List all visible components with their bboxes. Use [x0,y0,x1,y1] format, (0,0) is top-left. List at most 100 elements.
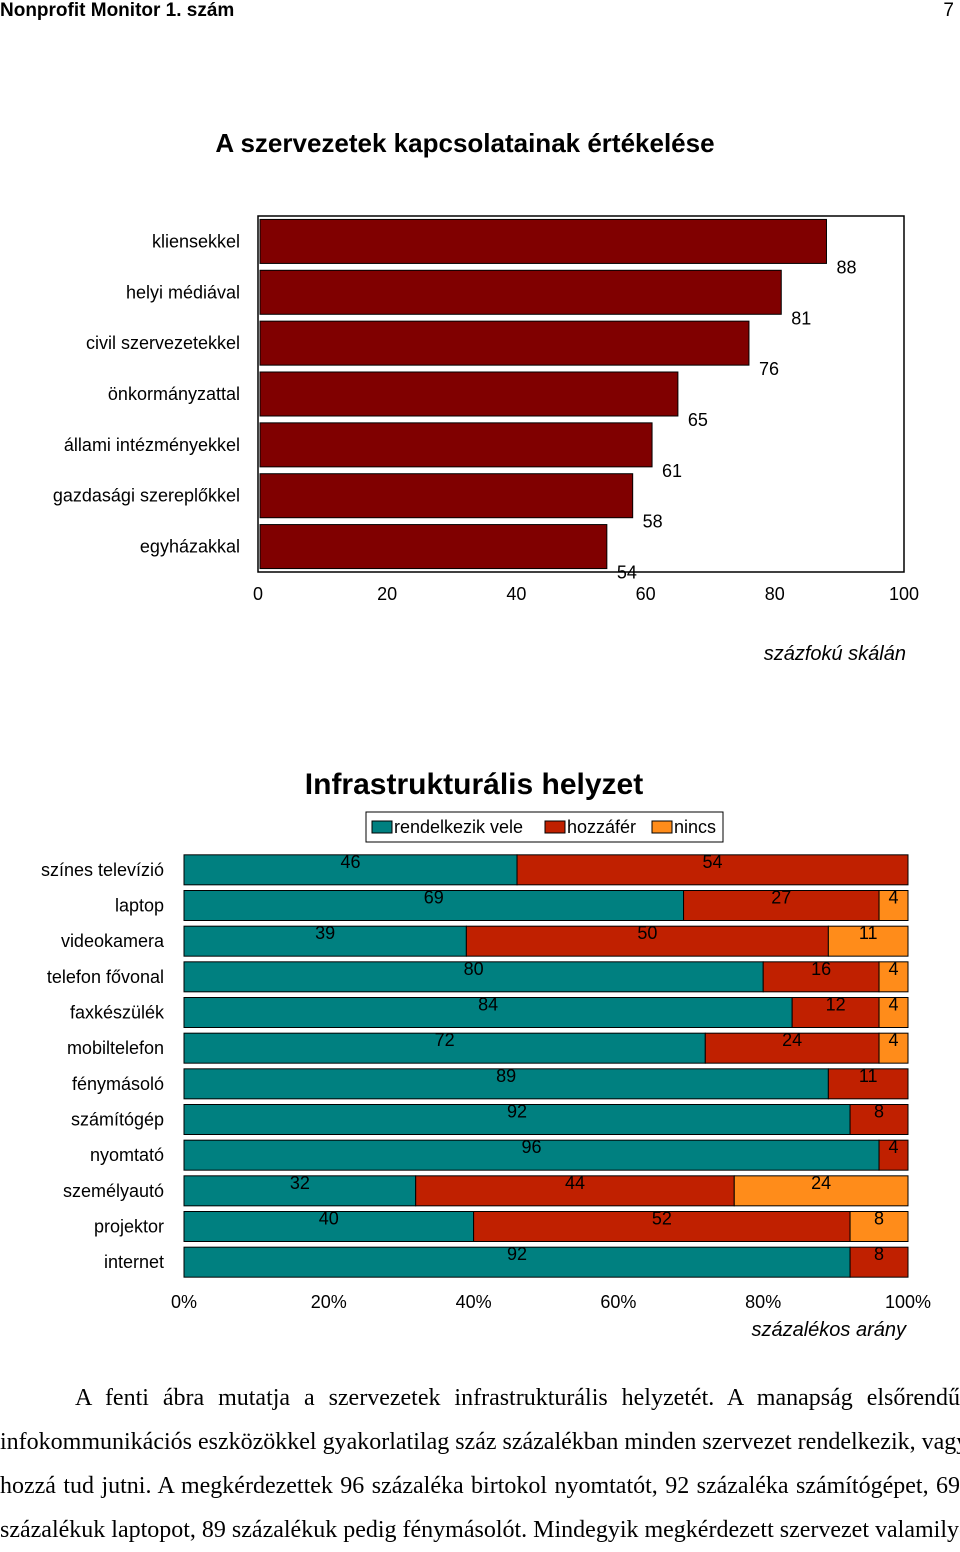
paragraph-line-1: A fenti ábra mutatja a szervezetek infra… [75,1385,960,1411]
chart2-data-label: 11 [859,923,878,943]
page-number: 7 [943,0,954,21]
chart2-data-label: 69 [424,888,444,908]
chart1-bar [259,473,634,519]
chart1-tick-label: 40 [506,584,526,604]
chart2-data-label: 72 [435,1030,455,1050]
paragraph-line-3: hozzá tud jutni. A megkérdezettek 96 szá… [0,1473,960,1499]
paragraph-line-2: infokommunikációs eszközökkel gyakorlati… [0,1429,960,1455]
chart1-bar [259,371,679,417]
chart1-bar [259,422,653,468]
chart1-bar [259,218,827,264]
chart2-category-label: számítógép [71,1110,164,1130]
chart2-data-label: 8 [874,1102,884,1122]
chart1-category-label: kliensekkel [152,231,240,251]
paragraph-line-4: százalékuk laptopot, 89 százalékuk pedig… [0,1517,960,1543]
chart2-bar-segment [183,890,685,921]
chart2-category-label: telefon fővonal [47,967,164,987]
chart2-data-label: 8 [874,1244,884,1264]
chart2-category-label: színes televízió [41,860,164,880]
chart1-data-label: 61 [662,461,682,481]
chart1-category-label: gazdasági szereplőkkel [53,486,240,506]
chart1-tick-label: 60 [636,584,656,604]
chart2-bar-segment [849,1104,909,1135]
chart2-tick-label: 80% [745,1292,781,1312]
body-paragraph: A fenti ábra mutatja a szervezetek infra… [0,1376,960,1552]
chart2-bar-segment [878,890,909,921]
chart2-category-label: nyomtató [90,1145,164,1165]
chart2-data-label: 46 [341,852,361,872]
chart1-tick-label: 100 [889,584,919,604]
chart1-category-label: állami intézményekkel [64,435,240,455]
chart2-bar-segment [183,1104,851,1135]
chart1-category-label: önkormányzattal [108,384,240,404]
chart2-category-label: faxkészülék [70,1003,165,1023]
chart1-bar [259,320,750,366]
chart2-data-label: 32 [290,1173,310,1193]
chart2-data-label: 84 [478,995,498,1015]
chart1-bar [259,524,608,570]
chart2-data-label: 4 [889,1030,899,1050]
chart2-bar-segment [183,925,467,957]
chart2-axis-label: százalékos arány [751,1319,907,1341]
chart2-data-label: 80 [464,959,484,979]
chart2-bar-segment [704,1032,880,1064]
chart2-bar-segment [827,1068,909,1100]
chart2-bar-segment [183,1246,851,1278]
chart2-data-label: 4 [889,959,899,979]
chart2-bar-segment [878,961,909,993]
chart2-bar-segment [683,890,880,921]
chart2-data-label: 8 [874,1209,884,1229]
chart2-data-label: 4 [889,1137,899,1157]
chart1-tick-label: 0 [253,584,263,604]
chart2-legend-swatch [371,820,393,834]
chart2-bar-segment [183,854,518,886]
chart1-category-label: civil szervezetekkel [86,333,240,353]
chart2-bar-segment [878,997,909,1028]
chart2-category-label: személyautó [63,1181,164,1201]
chart2-data-label: 89 [496,1066,516,1086]
chart2-bar-segment [827,925,909,957]
chart1-data-label: 88 [836,257,856,277]
chart2-legend-swatch [651,820,673,834]
chart2-data-label: 24 [782,1030,802,1050]
chart2-bar-segment [733,1175,909,1207]
chart2-legend-label: hozzáfér [567,817,636,837]
chart2-title: Infrastrukturális helyzet [305,768,643,801]
chart1-data-label: 54 [617,563,637,583]
chart2-bar-segment [762,961,880,993]
chart2-data-label: 4 [889,995,899,1015]
chart2-category-label: projektor [94,1217,164,1237]
chart2-bar-segment [878,1139,909,1171]
chart2-tick-label: 0% [171,1292,197,1312]
relations-bar-chart: kliensekkel 88 helyi médiával 81 civil szerv… [53,215,919,665]
chart2-bar-segment [183,961,764,993]
chart2-tick-label: 40% [456,1292,492,1312]
chart2-bar-segment [849,1211,909,1242]
chart1-data-label: 65 [688,410,708,430]
infrastructure-stacked-chart: Infrastrukturális helyzet rendelkezik vel… [41,768,931,1341]
chart2-data-label: 24 [811,1173,831,1193]
chart2-tick-label: 100% [885,1292,931,1312]
chart1-data-label: 58 [643,512,663,532]
chart2-bar-segment [849,1246,909,1278]
chart1-category-label: helyi médiával [126,282,240,302]
chart1-data-label: 81 [791,308,811,328]
chart1-category-label: egyházakkal [140,537,240,557]
chart2-bar-segment [183,1068,829,1100]
chart2-category-label: videokamera [61,931,165,951]
chart2-data-label: 16 [811,959,831,979]
chart2-category-label: internet [104,1252,164,1272]
chart2-data-label: 11 [859,1066,878,1086]
chart2-category-label: mobiltelefon [67,1038,164,1058]
chart2-data-label: 92 [507,1102,527,1122]
chart2-data-label: 12 [826,995,846,1015]
chart2-bar-segment [516,854,909,886]
chart2-tick-label: 60% [600,1292,636,1312]
chart2-data-label: 44 [565,1173,585,1193]
chart2-data-label: 27 [771,888,791,908]
chart2-data-label: 4 [889,888,899,908]
chart2-data-label: 39 [315,923,335,943]
chart2-legend-swatch [544,820,566,834]
chart2-tick-label: 20% [311,1292,347,1312]
chart2-category-label: fénymásoló [72,1074,164,1094]
